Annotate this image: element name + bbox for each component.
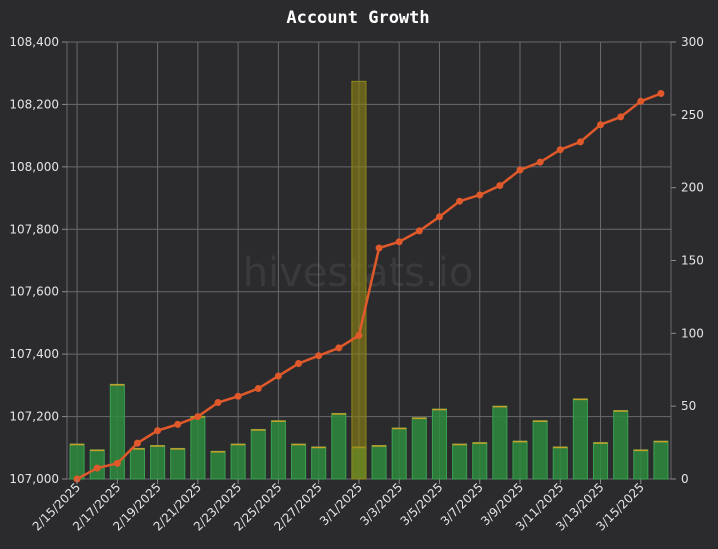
line-point [657, 90, 665, 98]
bar [89, 449, 105, 480]
bar [270, 420, 286, 480]
line-point [415, 227, 423, 235]
x-tick-label: 3/1/2025 [317, 480, 365, 528]
bar [391, 427, 407, 480]
y-left-tick-label: 108,000 [9, 160, 59, 174]
bar [311, 446, 327, 480]
bar [331, 412, 347, 480]
bar [129, 447, 146, 480]
line-point [516, 166, 524, 174]
line-point [637, 97, 645, 105]
y-left-tick-label: 107,000 [9, 472, 59, 486]
y-left-tick-label: 107,600 [9, 285, 59, 299]
x-tick-label: 3/3/2025 [357, 480, 405, 528]
x-tick-label: 3/7/2025 [438, 480, 486, 528]
bar [613, 410, 629, 480]
bar-highlight [351, 80, 367, 480]
bar [653, 440, 669, 480]
line-point [133, 439, 141, 447]
line-point [113, 459, 121, 467]
bar [250, 428, 266, 480]
bar [552, 446, 568, 480]
bar [512, 440, 528, 480]
bar [150, 444, 166, 480]
line-point [93, 464, 101, 472]
y-left-tick-label: 107,200 [9, 410, 59, 424]
bar [190, 415, 206, 480]
bar [230, 443, 246, 480]
line-point [254, 384, 262, 392]
line-point [395, 238, 403, 246]
line-path [76, 92, 662, 481]
bar [492, 405, 508, 480]
bar [170, 447, 186, 480]
grid [66, 41, 672, 480]
y-right-tick-label: 100 [681, 326, 704, 340]
line-point [274, 372, 282, 380]
line-point [617, 113, 625, 121]
line-series [73, 90, 665, 483]
line-point [496, 182, 504, 190]
bar [532, 420, 548, 480]
line-point [536, 158, 544, 166]
line-point [576, 138, 584, 146]
line-point [456, 197, 464, 205]
bar [633, 449, 649, 480]
y-right-tick-label: 0 [681, 472, 689, 486]
line-point [315, 352, 323, 360]
bar [592, 442, 609, 480]
line-point [476, 191, 484, 199]
bar [572, 398, 588, 480]
bars [69, 80, 669, 480]
bar [69, 443, 85, 480]
bar [472, 442, 488, 480]
line-point [214, 399, 222, 407]
line-point [556, 146, 564, 154]
line-point [335, 344, 343, 352]
y-right-tick-label: 200 [681, 181, 704, 195]
y-right-tick-label: 300 [681, 35, 704, 49]
line-point [154, 427, 162, 435]
bar [431, 408, 448, 480]
line-point [375, 244, 383, 252]
y-left-tick-label: 107,800 [9, 222, 59, 236]
bar [371, 444, 387, 480]
bar [452, 443, 468, 480]
bar [210, 450, 226, 480]
bar [411, 417, 427, 480]
line-point [355, 331, 363, 339]
line-point [597, 121, 605, 129]
bar [290, 443, 307, 480]
line-point [234, 392, 242, 400]
y-left-tick-label: 108,400 [9, 35, 59, 49]
x-tick-label: 3/5/2025 [398, 480, 446, 528]
y-right-tick-label: 250 [681, 108, 704, 122]
y-right-tick-label: 150 [681, 254, 704, 268]
y-left-tick-label: 107,400 [9, 347, 59, 361]
chart-title: Account Growth [286, 8, 429, 28]
y-left-tick-label: 108,200 [9, 97, 59, 111]
line-point [174, 420, 182, 428]
y-right-tick-label: 50 [681, 399, 696, 413]
line-point [435, 213, 443, 221]
line-point [194, 413, 202, 421]
line-point [295, 360, 303, 368]
